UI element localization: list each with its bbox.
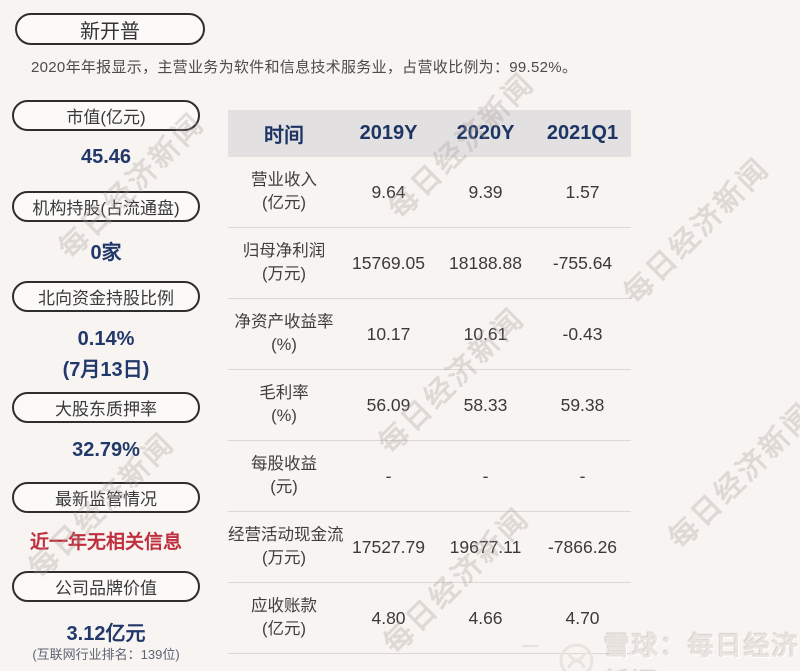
stat-value-northbound-holding: 0.14%: [77, 328, 135, 350]
cell-value: 59.38: [560, 394, 605, 415]
row-label: 归母净利润: [242, 242, 326, 260]
cell-value: -: [579, 465, 586, 486]
row-unit: (亿元): [262, 620, 306, 638]
row-unit: (元): [270, 478, 298, 496]
row-label: 每股收益: [251, 455, 317, 473]
footer-dash: [522, 645, 538, 647]
stat-pill-brand-value: 公司品牌价值: [12, 571, 200, 602]
table-header-time: 时间: [264, 125, 304, 147]
financials-table: 时间 2019Y 2020Y 2021Q1 营业收入 (亿元) 9.64 9.39…: [228, 110, 631, 654]
xueqiu-logo-icon: [558, 642, 595, 671]
table-header-2021q1: 2021Q1: [546, 122, 619, 144]
stat-note-brand-rank: (互联网行业排名：139位): [32, 647, 180, 662]
row-unit: (亿元): [262, 194, 306, 212]
table-row-receivables: 应收账款 (亿元) 4.80 4.66 4.70: [228, 583, 631, 654]
stat-pill-regulatory-status: 最新监管情况: [12, 482, 200, 513]
stat-note-northbound-date: (7月13日): [62, 359, 150, 381]
company-name-pill: 新开普: [15, 13, 205, 45]
stat-value-regulatory-status: 近一年无相关信息: [29, 532, 182, 553]
cell-value: 18188.88: [449, 252, 522, 273]
stat-pill-institution-holding: 机构持股(占流通盘): [12, 191, 200, 222]
watermark-text: 每日经济新闻: [662, 396, 800, 556]
stat-value-institution-holding: 0家: [90, 242, 122, 264]
row-unit: (%): [271, 336, 297, 354]
cell-value: -7866.26: [547, 536, 618, 557]
row-unit: (万元): [262, 265, 306, 283]
company-subtitle: 2020年年报显示，主营业务为软件和信息技术服务业，占营收比例为：99.52%。: [31, 59, 578, 76]
row-label: 营业收入: [251, 171, 317, 189]
cell-value: 56.09: [366, 394, 411, 415]
cell-value: 58.33: [463, 394, 508, 415]
row-label: 毛利率: [259, 384, 309, 402]
stat-label: 公司品牌价值: [55, 579, 157, 598]
cell-value: 4.80: [371, 607, 406, 628]
row-unit: (%): [271, 407, 297, 425]
cell-value: 4.66: [468, 607, 503, 628]
table-row-gross-margin: 毛利率 (%) 56.09 58.33 59.38: [228, 370, 631, 441]
stat-label: 机构持股(占流通盘): [32, 199, 180, 218]
cell-value: 4.70: [565, 607, 600, 628]
table-row-net-profit: 归母净利润 (万元) 15769.05 18188.88 -755.64: [228, 228, 631, 299]
stat-pill-market-cap: 市值(亿元): [12, 100, 200, 131]
cell-value: -: [385, 465, 392, 486]
company-name: 新开普: [80, 20, 140, 43]
stat-value-pledge-ratio: 32.79%: [72, 439, 140, 461]
cell-value: 15769.05: [352, 252, 425, 273]
stat-label: 市值(亿元): [66, 108, 146, 127]
row-unit: (万元): [262, 549, 306, 567]
cell-value: 9.64: [371, 181, 406, 202]
stat-value-market-cap: 45.46: [80, 146, 132, 168]
table-row-roe: 净资产收益率 (%) 10.17 10.61 -0.43: [228, 299, 631, 370]
table-row-operating-cashflow: 经营活动现金流 (万元) 17527.79 19677.11 -7866.26: [228, 512, 631, 583]
cell-value: -: [482, 465, 489, 486]
table-row-revenue: 营业收入 (亿元) 9.64 9.39 1.57: [228, 157, 631, 228]
stat-value-brand-value: 3.12亿元: [66, 623, 146, 645]
table-row-eps: 每股收益 (元) - - -: [228, 441, 631, 512]
row-label: 净资产收益率: [234, 313, 334, 331]
cell-value: -755.64: [552, 252, 613, 273]
cell-value: 1.57: [565, 181, 600, 202]
cell-value: 9.39: [468, 181, 503, 202]
row-label: 应收账款: [251, 597, 317, 615]
cell-value: 10.17: [366, 323, 411, 344]
table-header-row: 时间 2019Y 2020Y 2021Q1: [228, 110, 631, 157]
table-header-2019: 2019Y: [359, 122, 418, 144]
stat-label: 最新监管情况: [55, 490, 157, 509]
cell-value: -0.43: [562, 323, 603, 344]
cell-value: 10.61: [463, 323, 508, 344]
footer-brand: 雪球：每日经济新闻: [558, 626, 800, 671]
cell-value: 17527.79: [352, 536, 425, 557]
table-header-2020: 2020Y: [456, 122, 515, 144]
row-label: 经营活动现金流: [228, 526, 344, 544]
watermark-text: 每日经济新闻: [617, 151, 777, 311]
stat-pill-pledge-ratio: 大股东质押率: [12, 392, 200, 423]
cell-value: 19677.11: [449, 536, 522, 557]
footer-brand-text: 雪球：每日经济新闻: [604, 631, 800, 671]
stat-label: 北向资金持股比例: [38, 289, 174, 308]
stat-label: 大股东质押率: [55, 400, 157, 419]
stat-pill-northbound-holding: 北向资金持股比例: [12, 281, 200, 312]
